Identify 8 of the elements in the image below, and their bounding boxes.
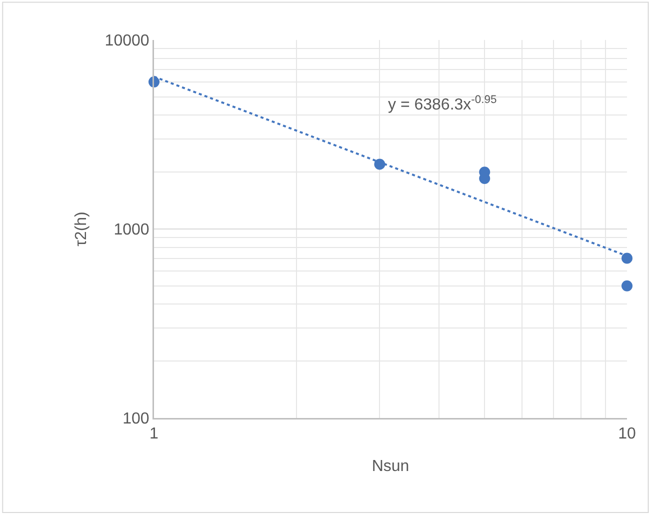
x-axis-title: Nsun [372,458,410,476]
annotation: y = 6386.3x$^{-0.95}$ [388,94,497,114]
x-tick-label: 1 [150,426,159,443]
y-axis-title: τ2(h) [72,212,90,246]
y-tick-label: 100 [122,410,150,428]
y-tick-label: 10000 [104,32,150,50]
x-tick-label: 10 [618,426,636,443]
y-tick-label: 1000 [114,222,150,239]
